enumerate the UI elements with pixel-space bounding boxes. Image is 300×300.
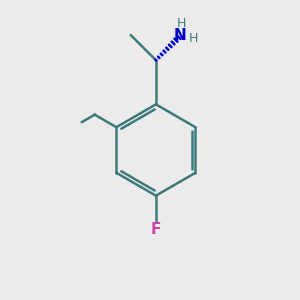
Text: H: H <box>177 17 186 30</box>
Text: H: H <box>189 32 198 45</box>
Text: F: F <box>151 222 161 237</box>
Text: N: N <box>174 28 187 43</box>
